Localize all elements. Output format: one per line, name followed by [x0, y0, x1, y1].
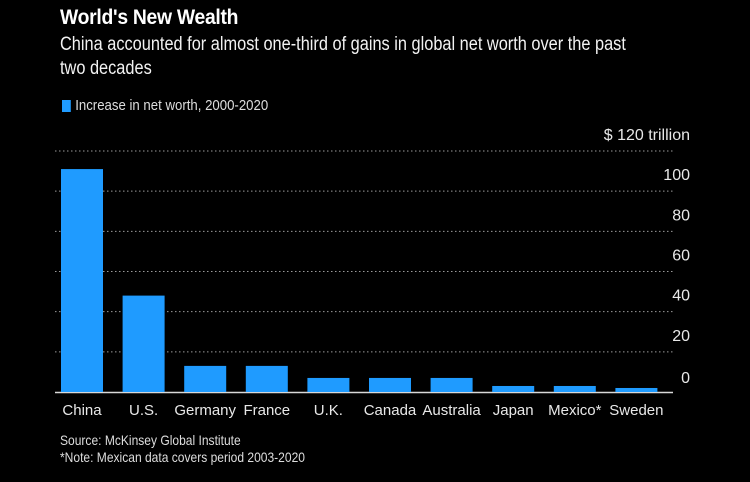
legend: Increase in net worth, 2000-2020 — [62, 97, 268, 114]
x-tick-label: Germany — [174, 402, 236, 419]
y-axis-ticks: 0 20 40 60 80 100 $ 120 trillion — [604, 127, 690, 387]
bars — [61, 169, 658, 392]
gridlines — [55, 150, 673, 394]
legend-label: Increase in net worth, 2000-2020 — [75, 97, 269, 114]
bar-australia — [430, 377, 473, 392]
y-tick-label: $ 120 trillion — [604, 127, 690, 144]
y-tick-label: 40 — [672, 288, 690, 305]
bar-uk — [307, 377, 350, 392]
legend-swatch — [62, 99, 71, 112]
bar-france — [245, 365, 288, 392]
note-text: *Note: Mexican data covers period 2003-2… — [60, 449, 305, 465]
x-tick-label: Canada — [364, 402, 417, 419]
source-text: Source: McKinsey Global Institute — [60, 432, 241, 448]
y-tick-label: 100 — [663, 167, 690, 184]
x-tick-label: Sweden — [609, 402, 663, 419]
bar-sweden — [615, 387, 658, 392]
x-tick-label: U.S. — [129, 402, 158, 419]
bar-canada — [369, 377, 411, 392]
y-tick-label: 0 — [681, 370, 690, 387]
bar-mexico — [553, 385, 596, 392]
x-tick-label: China — [62, 402, 102, 419]
x-axis-ticks: China U.S. Germany France U.K. Canada Australi… — [62, 402, 663, 419]
bar-germany — [184, 365, 227, 392]
chart-subtitle: China accounted for almost one-third of … — [60, 34, 626, 79]
y-tick-label: 20 — [672, 328, 690, 345]
bar-us — [122, 295, 165, 392]
bar-china — [61, 169, 103, 392]
x-tick-label: Australia — [422, 402, 481, 419]
x-tick-label: Mexico* — [548, 402, 602, 419]
y-tick-label: 60 — [672, 248, 690, 265]
x-tick-label: France — [243, 402, 290, 419]
x-tick-label: U.K. — [314, 402, 343, 419]
y-tick-label: 80 — [672, 207, 690, 224]
footer: Source: McKinsey Global Institute *Note:… — [60, 432, 305, 466]
chart-title: World's New Wealth — [60, 6, 239, 29]
x-tick-label: Japan — [493, 402, 534, 419]
bar-japan — [492, 385, 535, 392]
